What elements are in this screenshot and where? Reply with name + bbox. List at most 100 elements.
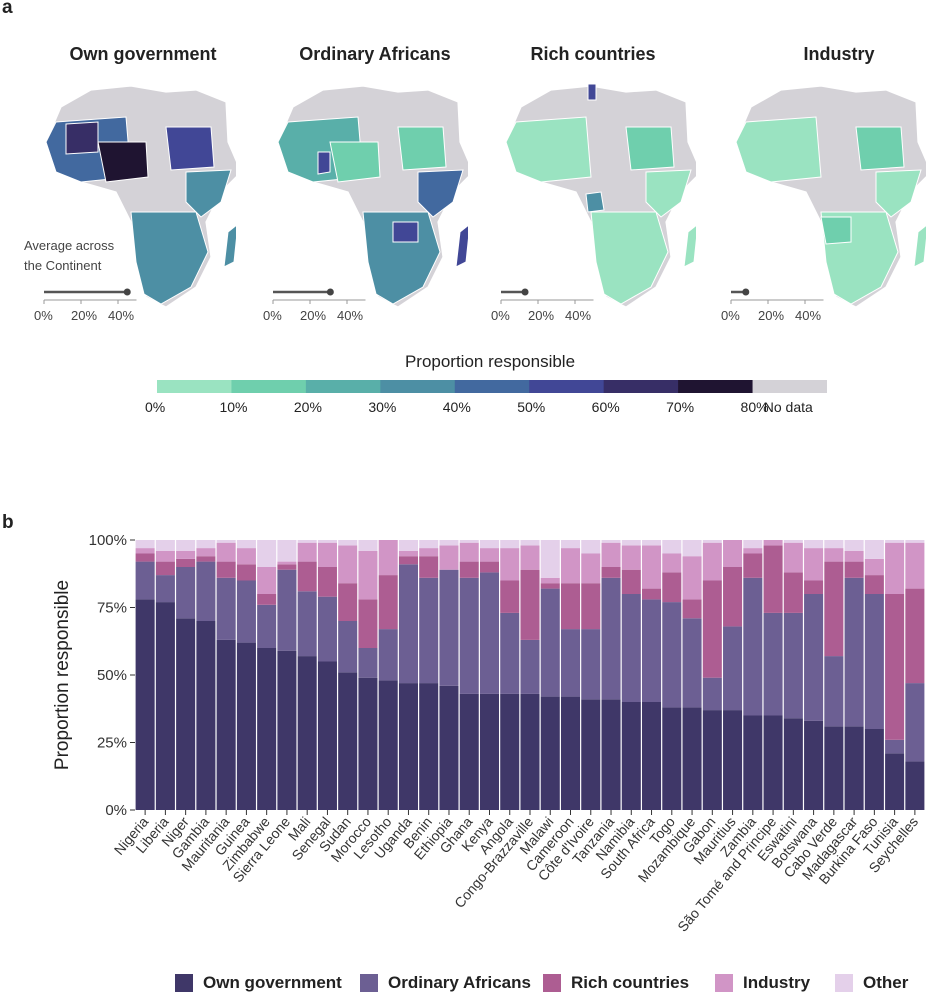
bar-segment-rich-countries <box>196 556 216 562</box>
bar-segment-own-government <box>338 672 358 810</box>
bar-segment-industry <box>135 548 155 554</box>
bar-segment-rich-countries <box>520 569 540 640</box>
bar-segment-industry <box>338 545 358 584</box>
region-angola <box>820 216 852 245</box>
bar-segment-industry <box>317 542 337 567</box>
bar-segment-own-government <box>236 642 256 810</box>
bar-segment-ordinary-africans <box>844 577 864 727</box>
bar-segment-rich-countries <box>783 572 803 613</box>
bar-segment-own-government <box>885 753 905 810</box>
average-note: Average across the Continent <box>24 236 134 276</box>
region-madagascar <box>913 224 926 268</box>
y-tick-label: 25% <box>97 735 127 752</box>
panel-b-letter: b <box>2 512 14 533</box>
region-south <box>590 211 669 305</box>
scale-tick-label: 20% <box>758 308 785 323</box>
map-ordinary-africans <box>277 85 468 308</box>
bar-segment-own-government <box>398 683 418 810</box>
bar-segment-ordinary-africans <box>257 604 277 648</box>
bar-segment-rich-countries <box>500 580 520 613</box>
legend-label: 40% <box>442 399 471 415</box>
bar-segment-rich-countries <box>378 575 398 630</box>
scale-tick-label: 20% <box>300 308 327 323</box>
bar-segment-own-government <box>844 726 864 810</box>
bar-segment-other <box>560 540 581 549</box>
legend-label: Ordinary Africans <box>388 973 531 992</box>
legend-swatch <box>543 974 561 992</box>
legend-label: Industry <box>743 973 811 992</box>
legend-swatch <box>678 380 754 393</box>
bar-segment-ordinary-africans <box>155 575 175 603</box>
bar-segment-ordinary-africans <box>864 594 884 729</box>
bar-segment-other <box>682 540 702 557</box>
bar-segment-ordinary-africans <box>317 596 337 662</box>
legend-swatch <box>175 974 193 992</box>
bar-segment-industry <box>763 540 783 546</box>
region-sudan <box>165 126 215 171</box>
bar-segment-industry <box>642 545 662 589</box>
legend-swatch <box>603 380 679 393</box>
bar-segment-rich-countries <box>338 583 358 621</box>
bar-segment-rich-countries <box>560 583 581 630</box>
legend-label: Own government <box>203 973 342 992</box>
legend-swatch <box>529 380 605 393</box>
bar-segment-rich-countries <box>662 572 682 603</box>
bar-segment-other <box>216 540 236 543</box>
average-dot-2 <box>521 288 529 296</box>
bar-segment-ordinary-africans <box>216 577 236 640</box>
bar-segment-ordinary-africans <box>601 577 621 700</box>
region-madagascar <box>455 224 468 268</box>
y-tick-label: 75% <box>97 600 127 617</box>
legend-item-industry: Industry <box>715 973 810 993</box>
scale-tick-label: 40% <box>795 308 822 323</box>
bar-segment-rich-countries <box>642 588 662 600</box>
bar-segment-other <box>581 540 601 554</box>
bar-segment-rich-countries <box>257 594 277 605</box>
bar-segment-other <box>358 540 378 551</box>
legend-swatch <box>360 974 378 992</box>
bar-segment-industry <box>155 550 175 562</box>
bar-segment-own-government <box>682 707 702 810</box>
bar-segment-other <box>601 540 621 543</box>
scale-tick-label: 20% <box>71 308 98 323</box>
bar-segment-ordinary-africans <box>236 580 256 643</box>
scale-tick-label: 0% <box>263 308 282 323</box>
bar-segment-other <box>257 540 277 567</box>
bar-segment-own-government <box>783 718 803 810</box>
bar-segment-rich-countries <box>216 561 236 578</box>
bar-segment-own-government <box>500 693 520 810</box>
map-title-industry: Industry <box>803 44 875 64</box>
bar-segment-other <box>642 540 662 546</box>
bar-segment-industry <box>297 542 317 562</box>
legend-item-rich-countries: Rich countries <box>543 973 689 993</box>
bar-segment-own-government <box>378 680 398 810</box>
bar-segment-rich-countries <box>155 561 175 576</box>
bar-segment-ordinary-africans <box>581 629 601 700</box>
y-tick-label: 100% <box>89 532 127 549</box>
bar-segment-other <box>540 540 560 578</box>
bar-segment-ordinary-africans <box>500 612 520 694</box>
y-axis-label: Proportion responsible <box>52 580 73 770</box>
bar-segment-rich-countries <box>601 567 621 578</box>
bar-segment-own-government <box>702 710 722 810</box>
bar-segment-rich-countries <box>743 553 763 578</box>
bar-segment-industry <box>864 558 884 576</box>
legend-item-ordinary-africans: Ordinary Africans <box>360 973 531 993</box>
bar-segment-ordinary-africans <box>702 677 722 711</box>
y-tick-label: 50% <box>97 667 127 684</box>
bar-segment-industry <box>236 548 256 565</box>
bar-segment-industry <box>824 548 844 562</box>
legend-label: No data <box>763 399 813 415</box>
legend-swatch <box>752 380 827 393</box>
bar-segment-other <box>459 540 479 543</box>
bar-segment-ordinary-africans <box>885 739 905 754</box>
bar-segment-own-government <box>317 661 337 810</box>
bar-segment-ordinary-africans <box>297 591 317 657</box>
bar-segment-own-government <box>439 685 459 810</box>
bar-segment-industry <box>358 550 378 600</box>
bar-segment-own-government <box>419 683 439 810</box>
scale-tick-label: 0% <box>491 308 510 323</box>
region-south <box>362 211 441 305</box>
region-south <box>130 211 209 305</box>
bar-segment-own-government <box>257 648 277 810</box>
